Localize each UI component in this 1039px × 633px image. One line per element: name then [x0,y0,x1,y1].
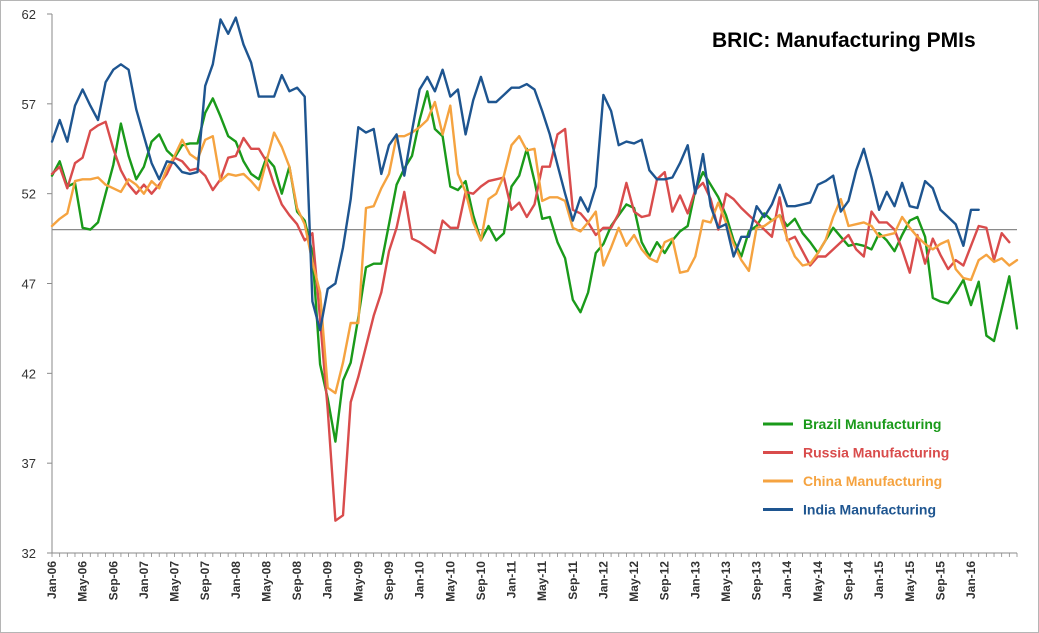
y-tick-label: 62 [22,7,36,22]
x-tick-label: Sep-13 [750,561,764,601]
x-tick-label: Sep-10 [474,561,488,601]
legend-label: Brazil Manufacturing [803,416,941,432]
x-tick-label: May-06 [76,561,90,602]
legend-label: Russia Manufacturing [803,445,949,461]
x-tick-label: Sep-12 [658,561,672,601]
x-tick-label: Sep-15 [933,561,947,601]
x-tick-label: Sep-06 [106,561,120,601]
x-tick-label: Jan-16 [964,561,978,599]
x-tick-label: May-14 [811,561,825,602]
legend-label: China Manufacturing [803,473,942,489]
x-tick-label: May-07 [168,561,182,602]
x-tick-label: May-13 [719,561,733,602]
series-line-india [50,16,980,332]
x-tick-label: Sep-08 [290,561,304,601]
x-axis: Jan-06 May-06 Sep-06 Jan-07 May-07 Sep-07 Jan-… [45,552,1018,602]
x-tick-label: Sep-07 [198,561,212,601]
x-tick-label: May-09 [351,561,365,602]
x-tick-label: Sep-14 [842,561,856,601]
legend: Brazil Manufacturing Russia Manufacturing… [763,416,949,518]
x-tick-label: May-10 [443,561,457,602]
x-tick-label: Jan-10 [413,561,427,599]
y-tick-label: 57 [22,97,36,112]
x-tick-label: Jan-15 [872,561,886,599]
x-tick-label: Jan-07 [137,561,151,599]
x-tick-label: May-08 [259,561,273,602]
x-tick-label: Jan-09 [321,561,335,599]
x-tick-label: May-12 [627,561,641,602]
legend-label: India Manufacturing [803,502,936,518]
x-tick-label: Sep-11 [566,561,580,600]
y-tick-label: 42 [22,366,36,381]
series-lines [50,16,1019,522]
series-line-russia [50,120,1011,522]
x-tick-label: Jan-12 [596,561,610,599]
y-tick-label: 52 [22,187,36,202]
y-tick-label: 37 [22,456,36,471]
x-tick-label: May-15 [903,561,917,602]
series-line-brazil [50,90,1019,443]
x-tick-label: Jan-06 [45,561,59,599]
x-tick-label: Jan-08 [229,561,243,599]
x-tick-label: Jan-11 [505,561,519,599]
series-line-china [50,100,1019,395]
x-tick-label: May-11 [535,561,549,601]
y-tick-label: 32 [22,546,36,561]
y-axis: 32 37 42 47 52 57 62 [22,7,53,561]
chart-title: BRIC: Manufacturing PMIs [712,29,976,52]
x-tick-label: Sep-09 [382,561,396,601]
x-tick-label: Jan-14 [780,561,794,599]
x-tick-label: Jan-13 [688,561,702,599]
y-tick-label: 47 [22,277,36,292]
